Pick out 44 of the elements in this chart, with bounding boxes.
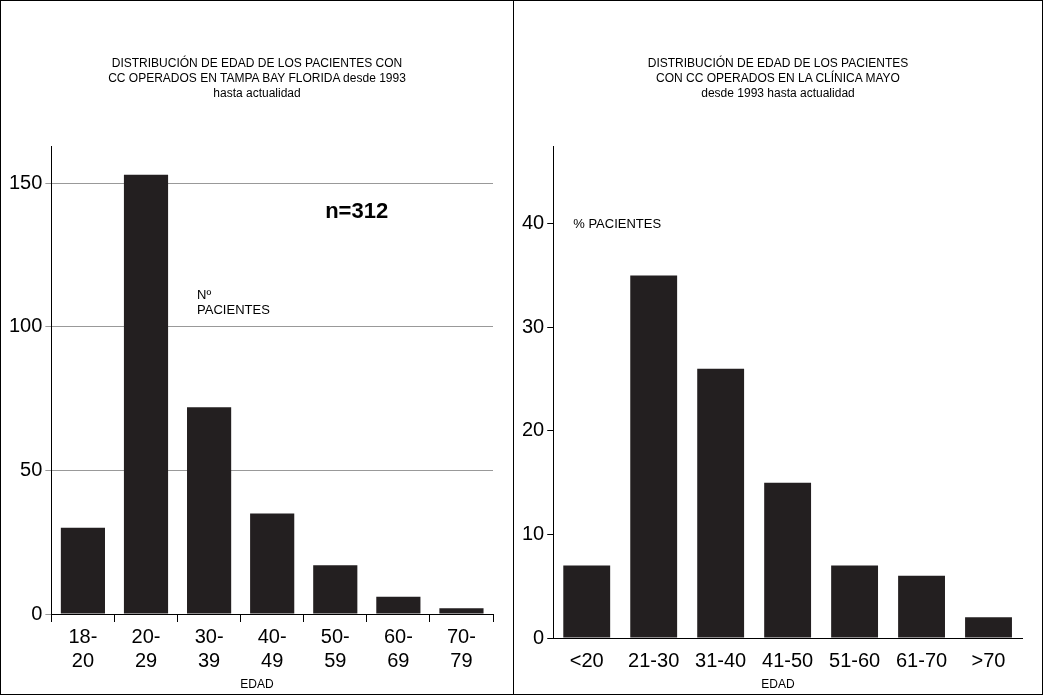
y-tick-label: 0 [31, 601, 43, 624]
x-tick-label: 60-69 [383, 624, 413, 671]
bar [630, 275, 678, 638]
x-tick-label: 21-30 [628, 648, 680, 671]
x-tick-label: 41-50 [762, 648, 814, 671]
bar [898, 575, 945, 638]
bar [60, 527, 105, 614]
y-tick-label: 150 [8, 170, 43, 193]
y-tick-label: 40 [522, 211, 545, 234]
chart-title: DISTRIBUCIÓN DE EDAD DE LOS PACIENTES CON CC OPERADOS EN LA CLÍNICA MAYO desde 1993 hasta actualidad [646, 56, 910, 101]
bar [439, 608, 484, 614]
chart-title: DISTRIBUCIÓN DE EDAD DE LOS PACIENTES CON CC OPERADOS EN TAMPA BAY FLORIDA desde 1993 hasta actualidad [107, 56, 407, 101]
y-tick-label: 100 [8, 314, 43, 337]
y-axis-title: Nº PACIENTES [197, 286, 271, 317]
y-tick-label: 30 [522, 314, 545, 337]
x-tick-label: 30-39 [194, 624, 224, 671]
y-tick-label: 20 [522, 418, 545, 441]
x-tick-label: 31-40 [695, 648, 747, 671]
annotation: n=312 [325, 198, 389, 224]
x-tick-label: <20 [569, 648, 604, 671]
x-tick-label: 50-59 [320, 624, 350, 671]
x-tick-label: 40-49 [257, 624, 287, 671]
x-tick-label: 18-20 [68, 624, 98, 671]
bar [965, 617, 1012, 638]
bar [376, 596, 421, 614]
bar [250, 513, 295, 614]
bar [123, 174, 169, 614]
bar [563, 565, 611, 638]
bar [697, 368, 745, 638]
bar [313, 565, 358, 614]
bar [187, 407, 232, 614]
x-tick-label: 61-70 [895, 648, 948, 671]
bar [764, 482, 812, 638]
y-axis-title: % PACIENTES [573, 215, 662, 231]
bar [831, 565, 879, 638]
x-tick-label: 51-60 [829, 648, 881, 671]
y-tick-label: 50 [20, 457, 43, 480]
x-tick-label: 20-29 [131, 624, 161, 671]
x-tick-label: >70 [971, 648, 1006, 671]
y-tick-label: 0 [533, 625, 545, 648]
x-axis-title: EDAD [239, 677, 275, 691]
x-axis-title: EDAD [760, 677, 796, 691]
x-tick-label: 70-79 [447, 624, 476, 671]
y-tick-label: 10 [522, 521, 545, 544]
